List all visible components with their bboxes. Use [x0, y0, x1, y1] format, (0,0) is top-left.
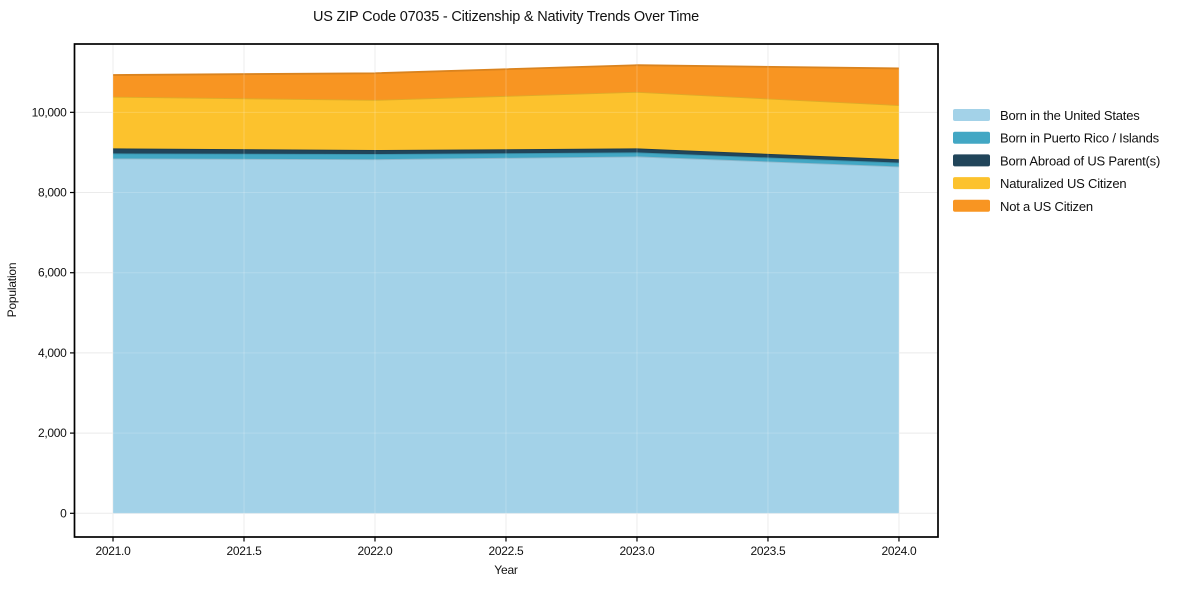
x-tick-labels: 2021.0 2021.5 2022.0 2022.5 2023.0 2023.5 2024…	[96, 544, 918, 558]
legend-label: Naturalized US Citizen	[1000, 176, 1126, 191]
axis-ticks	[70, 111, 900, 542]
y-tick-label: 8,000	[38, 186, 67, 200]
legend-label: Born Abroad of US Parent(s)	[1000, 153, 1160, 168]
legend-label: Born in Puerto Rico / Islands	[1000, 131, 1160, 146]
y-tick-label: 6,000	[38, 266, 67, 280]
x-tick-label: 2024.0	[882, 544, 918, 558]
x-tick-label: 2022.5	[489, 544, 525, 558]
x-tick-label: 2022.0	[358, 544, 394, 558]
gridlines-overlay	[74, 44, 938, 537]
x-tick-label: 2023.0	[620, 544, 656, 558]
y-tick-label: 10,000	[32, 105, 68, 119]
legend-swatch	[953, 177, 990, 190]
x-axis-label: Year	[494, 563, 518, 577]
y-tick-labels: 0 2,000 4,000 6,000 8,000 10,000	[32, 105, 68, 520]
area-top-edge	[113, 64, 899, 76]
y-tick-label: 0	[60, 506, 67, 520]
y-axis-label: Population	[5, 263, 19, 318]
y-tick-label: 2,000	[38, 426, 67, 440]
chart-title: US ZIP Code 07035 - Citizenship & Nativi…	[313, 9, 699, 25]
legend-label: Not a US Citizen	[1000, 199, 1093, 214]
x-tick-label: 2023.5	[751, 544, 787, 558]
stacked-areas	[113, 64, 900, 514]
legend-swatch	[953, 199, 990, 212]
legend-label: Born in the United States	[1000, 108, 1140, 123]
x-tick-label: 2021.5	[227, 544, 263, 558]
area-naturalized-us-citizen	[113, 91, 899, 160]
legend-swatch	[953, 154, 990, 167]
area-born-in-puerto-rico-islands	[113, 152, 899, 167]
x-tick-label: 2021.0	[96, 544, 132, 558]
legend: Born in the United States Born in Puerto …	[953, 108, 1160, 214]
y-tick-label: 4,000	[38, 346, 67, 360]
legend-swatch	[953, 109, 990, 121]
legend-swatch	[953, 131, 990, 144]
area-born-in-the-united-states	[113, 156, 899, 514]
area-not-a-us-citizen	[113, 65, 899, 106]
